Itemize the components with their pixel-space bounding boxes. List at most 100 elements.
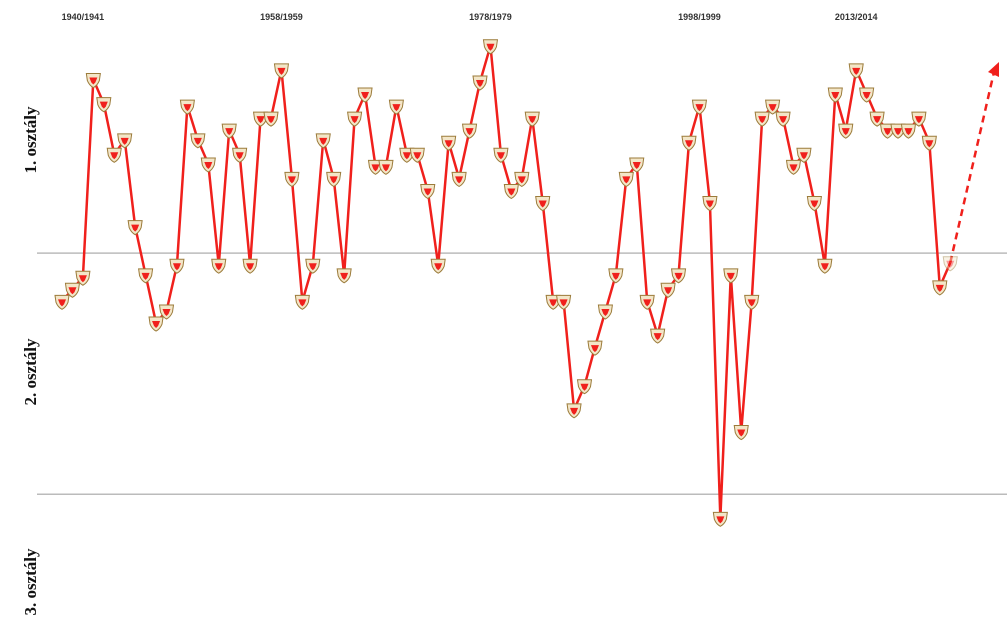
club-badge bbox=[284, 171, 300, 187]
club-badge bbox=[869, 111, 885, 127]
badge-stripe bbox=[779, 116, 788, 124]
club-badge bbox=[200, 157, 216, 173]
badge-stripe bbox=[653, 333, 662, 341]
badge-stripe bbox=[517, 176, 526, 184]
club-badge bbox=[54, 294, 70, 310]
badge-stripe bbox=[841, 128, 850, 136]
badge-stripe bbox=[68, 287, 77, 295]
badge-stripe bbox=[455, 176, 464, 184]
badge-stripe bbox=[946, 260, 955, 268]
club-badge bbox=[169, 258, 185, 274]
season-label: 1998/1999 bbox=[678, 12, 721, 22]
badge-stripe bbox=[172, 263, 181, 271]
badge-stripe bbox=[371, 164, 380, 172]
badge-stripe bbox=[559, 299, 568, 307]
projection-arrow bbox=[949, 71, 996, 264]
club-badge bbox=[702, 196, 718, 212]
club-badge bbox=[472, 75, 488, 91]
badge-stripe bbox=[528, 116, 537, 124]
club-badge bbox=[670, 268, 687, 284]
club-badge bbox=[848, 63, 864, 79]
badge-stripe bbox=[768, 104, 777, 112]
club-badge bbox=[911, 111, 927, 127]
club-badge bbox=[96, 97, 112, 113]
club-badge bbox=[576, 379, 593, 395]
badge-stripe bbox=[716, 516, 725, 524]
badge-stripe bbox=[820, 263, 829, 271]
club-badge bbox=[691, 99, 708, 115]
club-badge bbox=[712, 511, 728, 527]
club-badge bbox=[493, 147, 509, 163]
badge-stripe bbox=[789, 164, 798, 172]
badge-stripe bbox=[89, 77, 98, 85]
club-badge bbox=[326, 171, 342, 187]
club-badge bbox=[629, 157, 645, 173]
badge-stripe bbox=[350, 116, 359, 124]
badge-stripe bbox=[914, 116, 923, 124]
badge-stripe bbox=[225, 128, 234, 136]
club-badge bbox=[838, 123, 854, 139]
club-badge bbox=[138, 268, 154, 284]
club-badge bbox=[650, 328, 666, 344]
club-badge bbox=[733, 425, 749, 441]
badge-stripe bbox=[465, 128, 474, 136]
club-badge bbox=[524, 111, 540, 127]
badge-stripe bbox=[256, 116, 265, 124]
club-badge bbox=[806, 196, 822, 212]
club-badge bbox=[420, 183, 436, 200]
club-badge bbox=[148, 316, 164, 332]
club-badge bbox=[127, 220, 143, 236]
club-badge bbox=[64, 282, 81, 298]
division-label: 3. osztály bbox=[21, 548, 40, 616]
club-badge bbox=[723, 268, 739, 284]
badge-stripe bbox=[664, 287, 673, 295]
club-badge bbox=[566, 403, 582, 419]
badge-stripe bbox=[601, 309, 610, 316]
club-badge bbox=[357, 87, 373, 103]
club-badge bbox=[336, 268, 352, 284]
badge-stripe bbox=[267, 116, 275, 124]
club-badge bbox=[817, 258, 833, 274]
club-badge bbox=[158, 304, 175, 320]
badge-stripe bbox=[486, 43, 495, 51]
club-badge bbox=[608, 268, 624, 284]
badge-stripe bbox=[570, 407, 579, 415]
club-badge bbox=[451, 171, 467, 187]
badge-stripe bbox=[538, 200, 547, 208]
badge-stripe bbox=[799, 152, 808, 160]
club-badge bbox=[430, 258, 446, 274]
club-badge bbox=[461, 123, 478, 139]
club-badge bbox=[242, 258, 258, 274]
club-badge bbox=[900, 123, 917, 139]
club-badge bbox=[305, 258, 321, 274]
badge-stripe bbox=[685, 140, 693, 148]
badge-stripe bbox=[726, 272, 735, 280]
club-badge bbox=[503, 183, 519, 200]
club-badge bbox=[190, 133, 206, 149]
club-badge bbox=[942, 256, 958, 272]
badge-stripe bbox=[183, 104, 192, 112]
club-badge bbox=[827, 87, 843, 103]
badge-stripe bbox=[277, 67, 286, 75]
badge-stripe bbox=[287, 176, 296, 184]
season-label: 1958/1959 bbox=[260, 12, 303, 22]
badge-stripe bbox=[925, 140, 934, 148]
badge-stripe bbox=[904, 128, 913, 136]
badge-stripe bbox=[810, 200, 819, 208]
season-label: 1940/1941 bbox=[62, 12, 105, 22]
arrow-head bbox=[988, 62, 999, 77]
club-badge bbox=[744, 294, 760, 310]
badge-stripe bbox=[381, 164, 390, 172]
club-badge bbox=[106, 147, 122, 163]
club-badge bbox=[681, 135, 697, 151]
badge-stripe bbox=[873, 116, 882, 124]
badge-stripe bbox=[622, 176, 631, 184]
badge-stripe bbox=[590, 345, 599, 353]
badge-stripe bbox=[935, 284, 944, 292]
club-badge bbox=[618, 171, 634, 187]
club-badge bbox=[535, 196, 551, 212]
badge-stripe bbox=[476, 79, 484, 87]
club-badge bbox=[514, 171, 530, 187]
club-badge bbox=[932, 280, 948, 296]
